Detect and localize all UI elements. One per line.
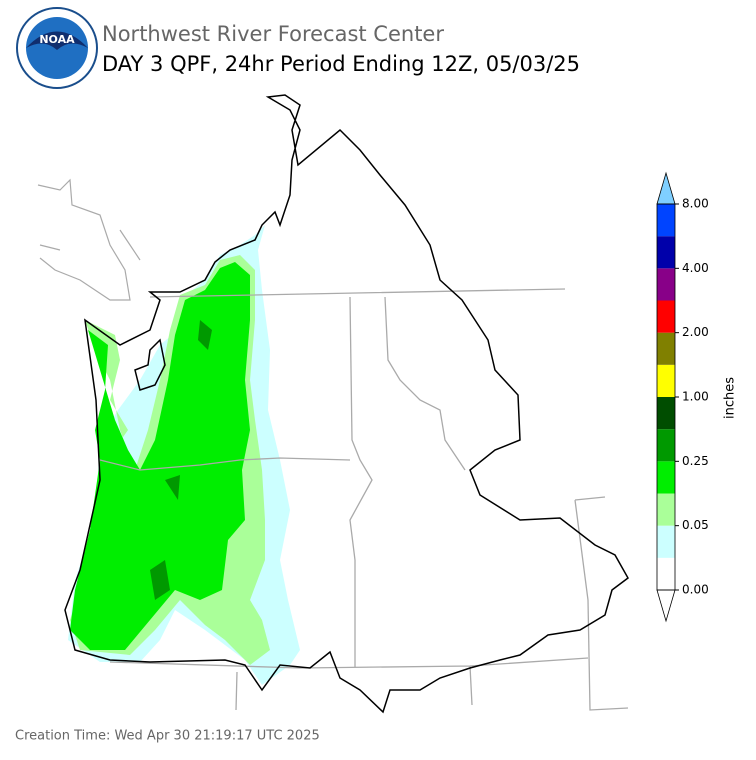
puget-sound: [134, 338, 166, 391]
logo-bird: [26, 31, 88, 50]
colorbar-tick-label: 2.00: [682, 325, 709, 339]
colorbar-segment: [657, 268, 675, 301]
logo-text: NOAA: [39, 33, 75, 46]
colorbar-tick-label: 0.25: [682, 454, 709, 468]
colorbar-segment: [657, 300, 675, 333]
colorbar-label: inches: [723, 377, 738, 419]
colorbar-segment: [657, 525, 675, 558]
coastline: [37, 178, 141, 301]
colorbar-tick-label: 0.05: [682, 518, 709, 532]
colorbar-segment: [657, 204, 675, 237]
colorbar-segment: [657, 557, 675, 590]
colorbar-segment: [657, 364, 675, 397]
colorbar-segment: [657, 397, 675, 430]
agency: Northwest River Forecast Center: [102, 22, 444, 46]
basin-outline: [64, 94, 629, 714]
footer: Creation Time: Wed Apr 30 21:19:17 UTC 2…: [15, 729, 320, 744]
logo: NOAA: [16, 7, 98, 89]
colorbar-tick-label: 8.00: [682, 197, 709, 211]
colorbar-segment: [657, 461, 675, 494]
title: DAY 3 QPF, 24hr Period Ending 12Z, 05/03…: [102, 52, 580, 76]
colorbar-tick-label: 4.00: [682, 261, 709, 275]
colorbar-segment: [657, 332, 675, 365]
colorbar: 0.00 0.05 0.25 1.00 2.00 4.00 8.00: [656, 171, 709, 623]
colorbar-tick-label: 0.00: [682, 583, 709, 597]
colorbar-tick-label: 1.00: [682, 390, 709, 404]
state-borders: [99, 288, 629, 711]
map: [37, 94, 629, 714]
colorbar-segment: [657, 493, 675, 526]
precip-heavy: [70, 262, 250, 650]
colorbar-segment: [657, 429, 675, 462]
precip-heaviest: [150, 320, 212, 600]
colorbar-segment: [657, 236, 675, 269]
